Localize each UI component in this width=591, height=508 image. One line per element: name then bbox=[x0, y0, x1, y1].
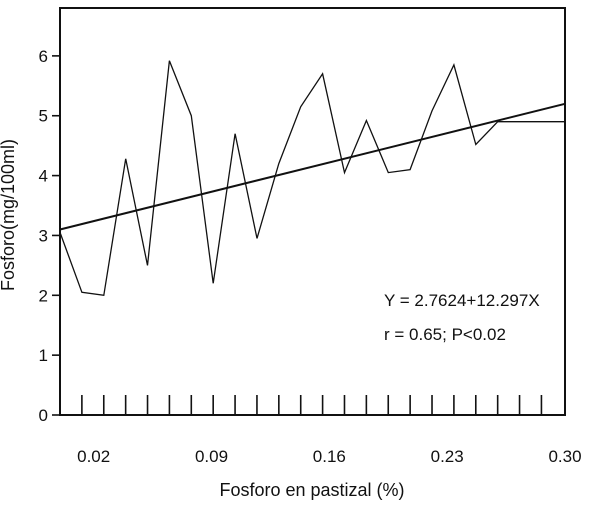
x-tick-label-2: 0.16 bbox=[313, 447, 346, 466]
y-tick-label-1: 1 bbox=[39, 346, 48, 365]
x-tick-label-3: 0.23 bbox=[431, 447, 464, 466]
series bbox=[59, 60, 566, 297]
y-tick-label-0: 0 bbox=[39, 406, 48, 425]
y-tick-label-5: 5 bbox=[39, 107, 48, 126]
x-tick-label-4: 0.30 bbox=[548, 447, 581, 466]
y-axis-label: Fosforo(mg/100ml) bbox=[0, 139, 18, 291]
data-series-line bbox=[59, 60, 565, 297]
x-tick-label-0: 0.02 bbox=[77, 447, 110, 466]
y-tick-label-6: 6 bbox=[39, 47, 48, 66]
x-axis-label: Fosforo en pastizal (%) bbox=[219, 480, 404, 500]
regression-line bbox=[59, 102, 566, 231]
regression-equation: Y = 2.7624+12.297X bbox=[384, 291, 540, 310]
y-axis-ticks: 0 1 2 3 4 5 6 bbox=[39, 47, 60, 425]
y-tick-label-3: 3 bbox=[39, 226, 48, 245]
x-tick-label-1: 0.09 bbox=[195, 447, 228, 466]
plot-border bbox=[59, 7, 566, 416]
plot-frame bbox=[59, 7, 566, 416]
correlation-stat: r = 0.65; P<0.02 bbox=[384, 325, 506, 344]
y-tick-label-4: 4 bbox=[39, 167, 48, 186]
y-tick-label-2: 2 bbox=[39, 286, 48, 305]
x-axis-ticks: 0.02 0.09 0.16 0.23 0.30 bbox=[77, 395, 582, 466]
